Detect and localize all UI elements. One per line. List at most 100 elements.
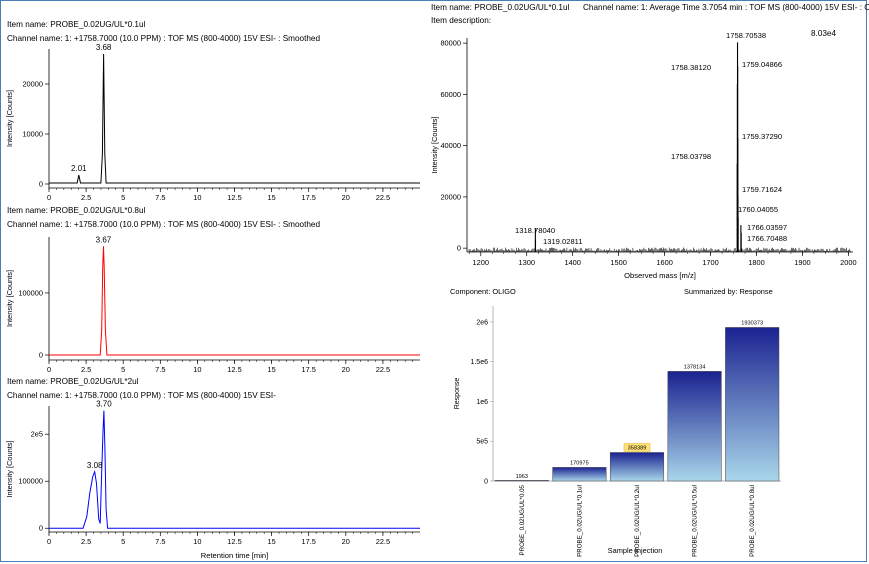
spectrum-x-tick-label: 1600 <box>656 258 672 267</box>
chrom3-trace <box>49 410 420 529</box>
bar-y-tick-label: 1e6 <box>476 399 488 406</box>
bar-category-label: PROBE_0.02UG/UL*0.5ul <box>692 485 699 557</box>
chrom3-peak-label: 3.70 <box>96 400 112 409</box>
chrom3-y-tick-label: 0 <box>39 524 43 533</box>
bar-category-label: PROBE_0.02UG/UL*0.1ul <box>576 485 583 557</box>
spectrum-peak-label: 1758.70538 <box>726 31 766 40</box>
spectrum-item-name: Item name: PROBE_0.02UG/UL*0.1ul <box>431 3 570 12</box>
spectrum-max-intensity: 8.03e4 <box>811 29 837 38</box>
spectrum-y-tick-label: 20000 <box>440 192 461 201</box>
chrom2-x-tick-label: 22.5 <box>376 365 390 374</box>
chrom3-item-name: Item name: PROBE_0.02UG/UL*2ul <box>7 377 139 386</box>
bar-chart: 0 5e5 1e6 1.5e6 2e6 Response 1963 PROBE_0.02UG/… <box>454 306 781 557</box>
chrom1-x-tick-label: 7.5 <box>155 193 165 202</box>
bar-x-axis-label: Sample Injection <box>608 546 663 555</box>
spectrum-x-tick-label: 1700 <box>702 258 718 267</box>
spectrum-x-tick-label: 1900 <box>794 258 810 267</box>
bar-value-label: 170975 <box>570 460 589 466</box>
spectrum-peak-label: 1759.37290 <box>742 132 782 141</box>
chrom2-x-tick-label: 10 <box>193 365 201 374</box>
chrom2-x-tick-label: 2.5 <box>81 365 91 374</box>
bar-component-title: Component: OLIGO <box>450 287 516 296</box>
chrom2-channel-name: Channel name: 1: +1758.7000 (10.0 PPM) :… <box>7 220 321 229</box>
bar-value-label: 1963 <box>516 474 528 480</box>
spectrum-channel-name: Channel name: 1: Average Time 3.7054 min… <box>583 3 869 12</box>
chrom3-y-tick-label: 2e5 <box>31 430 43 439</box>
chrom1-peak-label: 3.68 <box>96 43 112 52</box>
chrom1-x-tick-label: 5 <box>121 193 125 202</box>
bar-value-label: 358389 <box>628 445 647 451</box>
chrom2-x-tick-label: 17.5 <box>302 365 316 374</box>
bar-y-axis-label: Response <box>454 378 461 410</box>
bar-y-tick-label: 0 <box>484 479 488 486</box>
chrom3-x-axis-label: Retention time [min] <box>201 551 269 560</box>
chrom2-item-name: Item name: PROBE_0.02UG/UL*0.8ul <box>7 206 146 215</box>
chrom1-plot: 0 2.5 5 7.5 10 12.5 15 17.5 20 22.5 0 10000 20000 Int… <box>5 43 420 202</box>
chrom3-y-axis-label: Intensity [Counts] <box>5 440 14 497</box>
bar-category-label: PROBE_0.02UG/UL*0.05 <box>519 484 526 555</box>
spectrum-peak-label: 1760.04055 <box>738 205 778 214</box>
chrom2-peak-label: 3.67 <box>96 235 112 244</box>
chrom1-trace <box>49 53 420 184</box>
bar <box>552 467 607 482</box>
chrom1-x-tick-label: 22.5 <box>376 193 390 202</box>
spectrum-peak-label: 1766.70488 <box>747 234 787 243</box>
spectrum-y-tick-label: 80000 <box>440 39 461 48</box>
chrom3-y-tick-label: 100000 <box>18 477 43 486</box>
chrom3-channel-name: Channel name: 1: +1758.7000 (10.0 PPM) :… <box>7 391 276 400</box>
bar-y-tick-label: 1.5e6 <box>470 359 488 366</box>
chrom3-x-tick-label: 17.5 <box>302 537 316 546</box>
bar-value-label: 1378134 <box>684 364 706 370</box>
chrom1-y-axis-label: Intensity [Counts] <box>5 90 14 147</box>
spectrum-noise <box>468 247 851 252</box>
chrom2-x-tick-label: 15 <box>267 365 275 374</box>
spectrum-peak-label: 1319.02811 <box>543 237 583 246</box>
chrom2-y-axis-label: Intensity [Counts] <box>5 270 14 327</box>
chrom1-peak-label: 2.01 <box>71 164 87 173</box>
chrom1-x-tick-label: 20 <box>342 193 350 202</box>
chrom1-x-tick-label: 10 <box>193 193 201 202</box>
spectrum-peak-label: 1758.03798 <box>671 152 711 161</box>
bar <box>667 371 722 482</box>
chrom3-x-tick-label: 0 <box>47 537 51 546</box>
bar <box>609 452 665 482</box>
spectrum-y-axis-label: Intensity [Counts] <box>430 116 439 173</box>
chrom1-x-tick-label: 17.5 <box>302 193 316 202</box>
bar-value-label: 1930373 <box>741 320 763 326</box>
bar-y-tick-label: 2e6 <box>476 319 488 326</box>
spectrum-x-tick-label: 1500 <box>610 258 626 267</box>
chrom2-trace <box>49 246 420 356</box>
chrom3-x-tick-label: 5 <box>121 537 125 546</box>
bar-summary-subtitle: Summarized by: Response <box>684 287 773 296</box>
spectrum-item-description: Item description: <box>431 16 492 25</box>
spectrum-peak-label: 1318.78040 <box>515 226 555 235</box>
chrom1-y-tick-label: 20000 <box>22 80 43 89</box>
chrom3-x-tick-label: 2.5 <box>81 537 91 546</box>
bar-value-highlight <box>623 443 651 452</box>
chrom2-x-tick-label: 12.5 <box>227 365 241 374</box>
chrom1-y-tick-label: 0 <box>39 180 43 189</box>
chrom2-x-tick-label: 20 <box>342 365 350 374</box>
bar-y-tick-label: 5e5 <box>476 439 488 446</box>
chrom1-x-tick-label: 15 <box>267 193 275 202</box>
spectrum-peak-label: 1759.04866 <box>742 60 782 69</box>
chrom2-x-tick-label: 0 <box>47 365 51 374</box>
spectrum-x-tick-label: 1800 <box>748 258 764 267</box>
chrom2-x-tick-label: 7.5 <box>155 365 165 374</box>
chrom3-x-tick-label: 15 <box>267 537 275 546</box>
chrom3-x-tick-label: 10 <box>193 537 201 546</box>
chrom1-channel-name: Channel name: 1: +1758.7000 (10.0 PPM) :… <box>7 34 321 43</box>
spectrum-x-axis-label: Observed mass [m/z] <box>624 271 696 280</box>
spectrum-plot: 0 20000 40000 60000 80000 1200 1300 1400 1500 160… <box>430 31 857 280</box>
chrom1-x-tick-label: 12.5 <box>227 193 241 202</box>
spectrum-y-tick-label: 60000 <box>440 90 461 99</box>
chrom2-y-tick-label: 100000 <box>18 288 43 297</box>
bar <box>725 327 780 482</box>
chrom1-x-tick-label: 0 <box>47 193 51 202</box>
chrom2-y-tick-label: 0 <box>39 351 43 360</box>
chrom3-x-tick-label: 7.5 <box>155 537 165 546</box>
spectrum-peak-label: 1766.03597 <box>747 223 787 232</box>
spectrum-y-tick-label: 0 <box>457 244 461 253</box>
